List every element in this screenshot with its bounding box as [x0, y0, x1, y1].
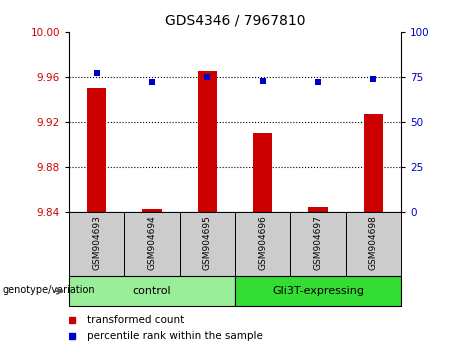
Text: GSM904694: GSM904694 [148, 216, 157, 270]
Text: control: control [133, 286, 171, 296]
Text: Gli3T-expressing: Gli3T-expressing [272, 286, 364, 296]
Bar [142, 209, 162, 212]
Text: GSM904697: GSM904697 [313, 216, 323, 270]
Bar [290, 212, 346, 276]
Text: transformed count: transformed count [88, 315, 185, 325]
Bar [346, 212, 401, 276]
Bar [235, 276, 401, 306]
Point [93, 70, 100, 76]
Bar [198, 72, 217, 212]
Bar [364, 114, 383, 212]
Point [314, 80, 322, 85]
Text: GSM904695: GSM904695 [203, 216, 212, 270]
Bar [235, 212, 290, 276]
Text: genotype/variation: genotype/variation [2, 285, 95, 295]
Bar [87, 88, 106, 212]
Bar [69, 276, 235, 306]
Point [259, 78, 266, 84]
Bar [308, 207, 328, 212]
Bar [69, 212, 124, 276]
Point [148, 80, 156, 85]
Text: GSM904696: GSM904696 [258, 216, 267, 270]
Title: GDS4346 / 7967810: GDS4346 / 7967810 [165, 14, 305, 28]
Text: GSM904698: GSM904698 [369, 216, 378, 270]
Bar [180, 212, 235, 276]
Text: GSM904693: GSM904693 [92, 216, 101, 270]
Text: percentile rank within the sample: percentile rank within the sample [88, 331, 263, 341]
Point [370, 76, 377, 82]
Bar [253, 133, 272, 212]
Point [204, 74, 211, 80]
Bar [124, 212, 180, 276]
